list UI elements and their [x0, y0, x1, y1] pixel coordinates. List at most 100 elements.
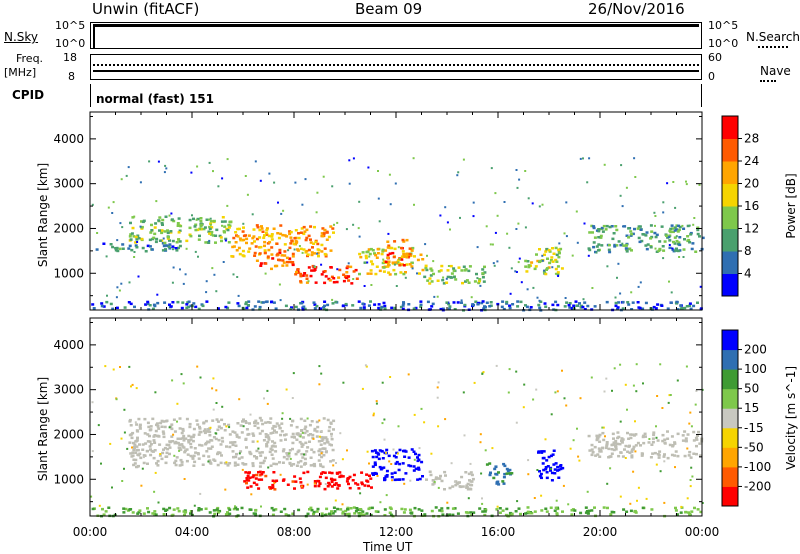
time-xlabel: Time UT: [363, 540, 413, 554]
echo-band-2: [230, 224, 335, 258]
nave-tick-top: 60: [708, 51, 722, 64]
sparse-echoes: [91, 157, 702, 302]
velocity-colorbar: 200 100 50 15 -15 -50 -100 -200 Velocity [m s^-1…: [721, 329, 798, 507]
date-title: 26/Nov/2016: [588, 0, 685, 18]
velocity-ylabel: Slant Range [km]: [36, 376, 50, 482]
nsearch-label: N.Search: [746, 30, 800, 44]
freq-tick-top: 18: [63, 51, 77, 64]
colorbar-tick-label: -50: [744, 440, 764, 454]
echo-band-3: [370, 448, 424, 482]
velocity-panel: 1000 2000 3000 4000 00:00 04:00 08:00 12:00 16:0…: [53, 317, 720, 539]
colorbar-segment: [722, 466, 738, 487]
colorbar-tick-label: 12: [744, 222, 759, 236]
nave-dotted-line: [93, 64, 699, 66]
freq-label: Freq.: [16, 52, 44, 65]
y-tick-label: 4000: [53, 132, 84, 146]
y-tick-label: 1000: [53, 472, 84, 486]
colorbar-segment: [722, 273, 738, 297]
colorbar-segment: [722, 228, 738, 252]
colorbar-segment: [722, 447, 738, 468]
colorbar-tick-label: -100: [744, 460, 771, 474]
colorbar-segment: [722, 206, 738, 229]
plot-area: [90, 318, 702, 516]
beam-title: Beam 09: [355, 0, 423, 18]
y-tick-label: 2000: [53, 427, 84, 441]
colorbar-segment: [722, 330, 738, 351]
cpid-box: [90, 84, 702, 107]
echo-band-3: [255, 251, 295, 271]
colorbar-label: Power [dB]: [784, 173, 798, 238]
colorbar-tick-label: 100: [744, 362, 767, 376]
colorbar-frame: [721, 329, 739, 507]
echo-band-1: [128, 215, 233, 245]
y-tick-label: 3000: [53, 383, 84, 397]
nsky-left-tick-bottom: 10^0: [55, 37, 86, 50]
echo-band-8: [524, 246, 564, 276]
x-tick-label: 08:00: [277, 525, 312, 539]
echo-band-4: [425, 470, 475, 491]
x-tick-label: 00:00: [73, 525, 108, 539]
nsky-panel: [90, 22, 702, 49]
colorbar-segment: [722, 408, 738, 429]
nsky-label: N.Sky: [4, 30, 39, 44]
echo-band-4: [294, 264, 359, 285]
x-tick-label: 20:00: [583, 525, 618, 539]
colorbar-tick-label: 200: [744, 343, 767, 357]
colorbar-segment: [722, 388, 738, 409]
cpid-label: CPID: [12, 88, 45, 102]
x-tick-label: 04:00: [175, 525, 210, 539]
plot-area: [90, 112, 702, 310]
colorbar-segment: [722, 486, 738, 507]
colorbar-segment: [722, 427, 738, 448]
nave-dots: [760, 80, 776, 82]
y-tick-label: 3000: [53, 177, 84, 191]
freq-tick-bottom: 8: [68, 70, 75, 83]
power-colorbar: 28 24 20 16 12 8 4 Power [dB]: [721, 115, 798, 297]
nave-tick-bottom: 0: [708, 70, 715, 83]
colorbar-segment: [722, 369, 738, 390]
colorbar-segment: [722, 349, 738, 370]
colorbar-segment: [722, 251, 738, 274]
colorbar-label: Velocity [m s^-1]: [784, 366, 798, 470]
x-tick-label: 00:00: [685, 525, 720, 539]
y-tick-label: 2000: [53, 221, 84, 235]
y-tick-label: 4000: [53, 338, 84, 352]
colorbar-tick-label: 28: [744, 132, 759, 146]
freq-unit: [MHz]: [4, 66, 37, 79]
colorbar-tick-label: 15: [744, 401, 759, 415]
echo-band-2: [294, 470, 373, 491]
echo-band-5: [485, 462, 514, 486]
nsky-right-tick-top: 10^5: [708, 19, 739, 32]
nave-label: Nave: [760, 64, 791, 78]
power-panel: 1000 2000 3000 4000: [53, 111, 705, 312]
freq-line: [93, 70, 699, 72]
colorbar-tick-label: 50: [744, 382, 759, 396]
freq-panel: [90, 54, 702, 80]
colorbar-segment: [722, 161, 738, 184]
colorbar-segment: [722, 116, 738, 139]
colorbar-tick-label: -15: [744, 421, 764, 435]
cpid-value: normal (fast) 151: [96, 92, 214, 106]
echo-band-7: [587, 430, 704, 460]
x-tick-label: 12:00: [379, 525, 414, 539]
echo-band-7: [423, 264, 487, 285]
echo-band-1: [243, 470, 297, 491]
nsky-right-tick-bottom: 10^0: [708, 37, 739, 50]
colorbar-tick-label: -200: [744, 479, 771, 493]
nsky-trace: [93, 24, 699, 27]
colorbar-tick-label: 24: [744, 154, 759, 168]
colorbar-tick-label: 8: [744, 244, 752, 258]
colorbar-tick-label: 20: [744, 177, 759, 191]
echo-band-9: [587, 224, 705, 254]
power-ylabel: Slant Range [km]: [36, 162, 50, 268]
x-tick-label: 16:00: [481, 525, 516, 539]
colorbar-segment: [722, 183, 738, 207]
y-tick-label: 1000: [53, 266, 84, 280]
nsky-left-tick-top: 10^5: [55, 19, 86, 32]
nsky-left-edge: [93, 24, 95, 48]
station-title: Unwin (fitACF): [92, 0, 200, 18]
colorbar-tick-label: 4: [744, 267, 752, 281]
echo-band-6: [537, 449, 565, 482]
nsearch-dots: [758, 46, 788, 48]
